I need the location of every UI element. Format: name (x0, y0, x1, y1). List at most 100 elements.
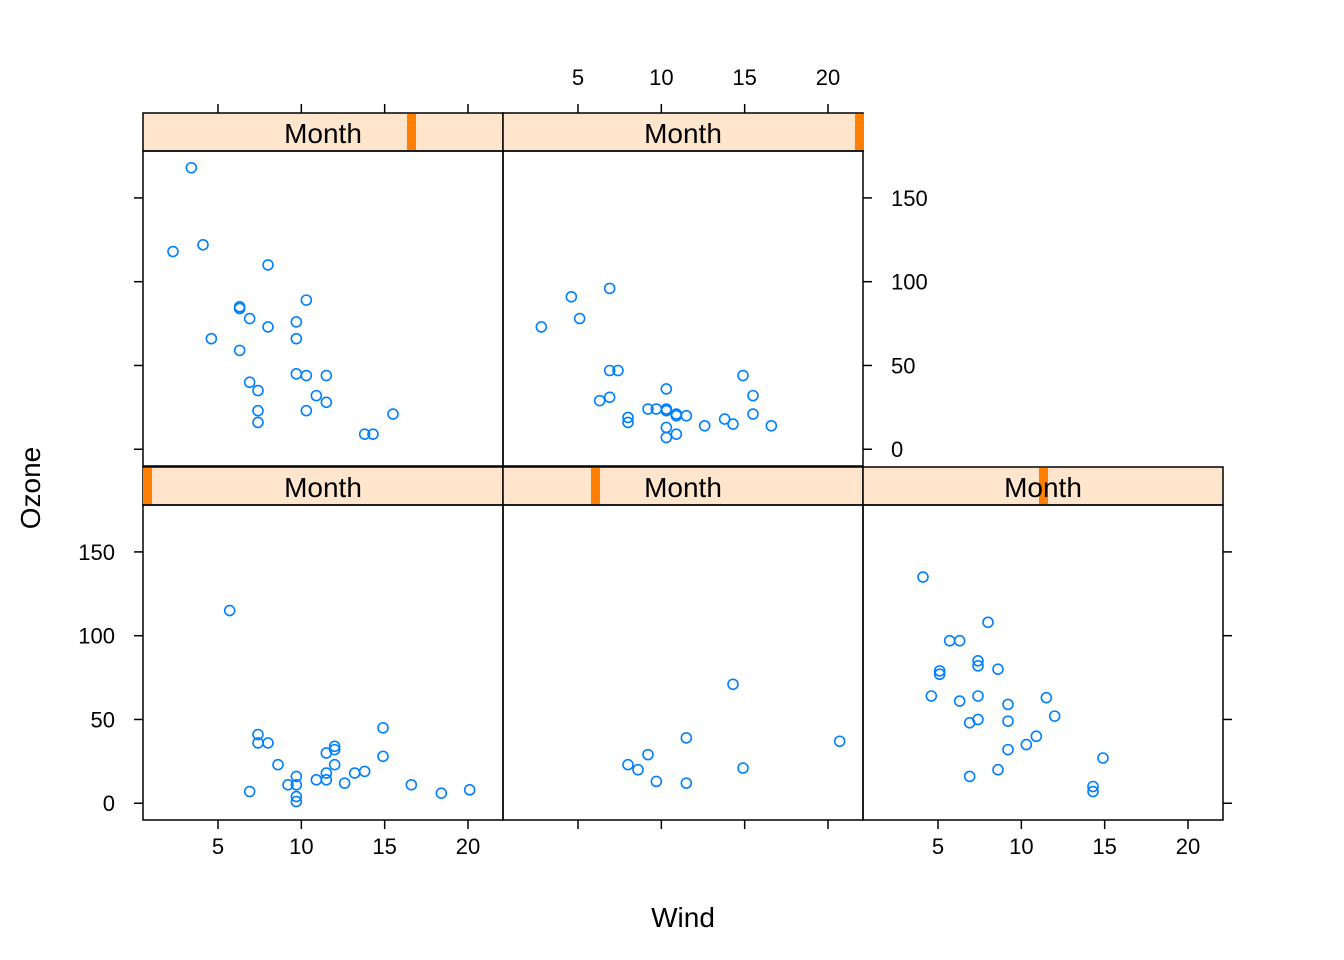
x-tick-label: 20 (816, 65, 840, 90)
x-tick-label: 5 (212, 834, 224, 859)
data-point (262, 259, 274, 271)
data-point (252, 404, 264, 417)
data-point (300, 404, 313, 417)
data-point (282, 779, 294, 791)
data-point (377, 750, 389, 763)
y-tick-label: 100 (891, 270, 928, 295)
data-point (272, 758, 284, 771)
data-point (727, 418, 739, 430)
data-point (262, 321, 274, 333)
data-point (680, 732, 693, 744)
data-point (233, 302, 246, 315)
x-tick-label: 20 (456, 834, 480, 859)
x-tick-label: 10 (1009, 834, 1033, 859)
data-point (680, 409, 693, 422)
data-point (338, 777, 351, 789)
y-tick-label: 0 (103, 791, 115, 816)
data-point (1030, 730, 1043, 743)
panel-5: Month 5 10 15 20 0 50 100 150 (502, 65, 928, 467)
panel-3: Month 5 10 15 20 (862, 466, 1232, 859)
data-point (243, 376, 256, 389)
strip-background (502, 112, 864, 152)
x-tick-label: 20 (1176, 834, 1200, 859)
data-point (185, 161, 198, 174)
data-point (680, 777, 693, 789)
data-point (992, 663, 1004, 676)
panel-frame (862, 504, 1224, 821)
data-point (622, 758, 634, 771)
data-point (660, 383, 673, 395)
data-point (953, 695, 966, 707)
data-point (300, 294, 313, 306)
data-point (290, 790, 303, 803)
data-point (252, 416, 264, 429)
data-point (405, 779, 418, 791)
y-tick-label: 100 (78, 624, 115, 649)
data-point (252, 728, 264, 741)
data-point (310, 389, 323, 402)
data-point (670, 428, 683, 440)
data-point (622, 416, 634, 429)
data-point (603, 282, 616, 295)
strip-level-indicator (1039, 468, 1048, 504)
data-point (933, 665, 946, 677)
data-point (1020, 738, 1033, 751)
data-point (223, 604, 236, 617)
strip-level-indicator (407, 114, 416, 150)
data-point (642, 748, 654, 761)
data-point (573, 312, 586, 325)
data-point (348, 767, 361, 779)
data-point (660, 421, 673, 434)
data-point (698, 419, 711, 432)
data-point (243, 312, 256, 325)
x-tick-label: 15 (1092, 834, 1116, 859)
data-point (290, 779, 303, 791)
data-point (290, 332, 303, 345)
data-point (197, 239, 209, 251)
data-point (262, 737, 274, 749)
data-point (252, 384, 264, 397)
x-axis-title: Wind (651, 902, 715, 933)
data-point (1097, 752, 1109, 764)
data-point (233, 344, 246, 357)
data-point (603, 364, 616, 377)
data-point (328, 743, 341, 756)
data-point (320, 396, 333, 409)
data-point (358, 765, 371, 778)
data-point (328, 740, 341, 753)
data-point (463, 784, 476, 796)
y-tick-label: 150 (891, 186, 928, 211)
strip-label: Month (644, 472, 722, 503)
strip-background (142, 112, 504, 152)
data-point (982, 616, 994, 629)
panel-4: Month (134, 104, 504, 467)
data-point (310, 773, 323, 786)
panel-1: Month 5 10 15 20 0 50 100 150 (78, 466, 504, 859)
data-point (367, 428, 379, 440)
y-axis-title: Ozone (15, 447, 46, 530)
data-point (642, 403, 654, 415)
data-point (972, 660, 984, 672)
x-tick-label: 5 (572, 65, 584, 90)
data-point (243, 785, 256, 798)
data-point (660, 404, 673, 417)
data-point (612, 364, 624, 377)
data-point (972, 655, 984, 667)
data-point (565, 290, 578, 303)
data-point (737, 762, 749, 774)
data-point (435, 787, 448, 799)
data-point (992, 763, 1004, 776)
y-tick-label: 150 (78, 540, 115, 565)
y-tick-label: 50 (891, 353, 915, 378)
data-point (1087, 785, 1099, 798)
data-point (765, 419, 778, 432)
data-point (320, 773, 333, 786)
data-point (943, 634, 956, 647)
x-tick-label: 10 (289, 834, 313, 859)
data-point (1040, 691, 1053, 704)
strip-level-indicator (591, 468, 600, 504)
x-tick-label: 10 (649, 65, 673, 90)
y-tick-label: 50 (91, 707, 115, 732)
